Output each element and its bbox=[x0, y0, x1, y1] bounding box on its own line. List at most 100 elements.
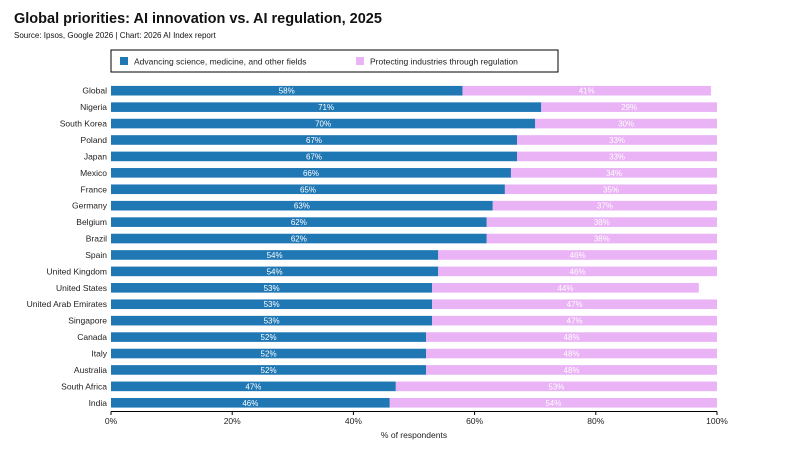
category-label: Italy bbox=[91, 349, 107, 359]
x-tick-label: 80% bbox=[587, 416, 604, 426]
data-label-protecting: 47% bbox=[567, 300, 583, 309]
category-label: France bbox=[81, 184, 108, 194]
data-label-advancing: 53% bbox=[264, 317, 280, 326]
data-label-protecting: 30% bbox=[618, 120, 634, 129]
chart-source: Source: Ipsos, Google 2026 | Chart: 2026… bbox=[14, 31, 216, 40]
data-label-advancing: 62% bbox=[291, 218, 307, 227]
data-label-protecting: 38% bbox=[594, 218, 610, 227]
data-label-protecting: 46% bbox=[570, 267, 586, 276]
bar-protecting bbox=[438, 266, 717, 277]
category-label: South Korea bbox=[60, 119, 108, 129]
bar-advancing bbox=[111, 381, 396, 392]
bar-protecting bbox=[486, 217, 717, 227]
bar-advancing bbox=[111, 283, 433, 293]
category-label: Australia bbox=[74, 365, 107, 375]
bar-advancing bbox=[111, 332, 427, 342]
data-label-advancing: 58% bbox=[279, 87, 295, 96]
category-label: India bbox=[89, 398, 108, 408]
legend-swatch-2 bbox=[356, 57, 364, 65]
data-label-advancing: 62% bbox=[291, 235, 307, 244]
bar-advancing bbox=[111, 348, 427, 359]
bar-protecting bbox=[517, 135, 717, 145]
data-label-advancing: 67% bbox=[306, 136, 322, 145]
data-label-protecting: 48% bbox=[564, 366, 580, 375]
bar-advancing bbox=[111, 184, 505, 195]
category-label: South Africa bbox=[61, 381, 107, 391]
data-label-protecting: 41% bbox=[579, 87, 595, 96]
x-tick-label: 40% bbox=[345, 416, 362, 426]
bar-advancing bbox=[111, 135, 518, 145]
bar-protecting bbox=[535, 118, 717, 129]
data-label-advancing: 47% bbox=[245, 382, 261, 391]
bar-advancing bbox=[111, 315, 433, 326]
bar-protecting bbox=[432, 283, 699, 293]
bar-protecting bbox=[395, 381, 717, 392]
bar-advancing bbox=[111, 217, 487, 227]
category-label: Canada bbox=[77, 332, 107, 342]
data-label-advancing: 65% bbox=[300, 185, 316, 194]
category-label: Belgium bbox=[76, 217, 107, 227]
legend-label-2: Protecting industries through regulation bbox=[370, 57, 518, 67]
data-label-advancing: 66% bbox=[303, 169, 319, 178]
bar-protecting bbox=[426, 332, 717, 342]
category-label: Japan bbox=[84, 151, 107, 161]
bar-advancing bbox=[111, 200, 493, 211]
bar-advancing bbox=[111, 168, 511, 178]
category-label: United States bbox=[56, 283, 107, 293]
data-label-advancing: 54% bbox=[267, 267, 283, 276]
category-label: Poland bbox=[81, 135, 108, 145]
x-tick-label: 60% bbox=[466, 416, 483, 426]
bar-protecting bbox=[492, 200, 717, 211]
bar-advancing bbox=[111, 266, 439, 277]
data-label-protecting: 44% bbox=[557, 284, 573, 293]
category-label: Brazil bbox=[86, 234, 107, 244]
bar-protecting bbox=[517, 151, 717, 162]
data-label-protecting: 53% bbox=[548, 382, 564, 391]
data-label-protecting: 47% bbox=[567, 317, 583, 326]
bar-protecting bbox=[541, 102, 717, 112]
data-label-protecting: 35% bbox=[603, 185, 619, 194]
data-label-advancing: 52% bbox=[261, 350, 277, 359]
bar-protecting bbox=[438, 250, 717, 260]
bar-protecting bbox=[504, 184, 717, 195]
category-label: Germany bbox=[72, 201, 108, 211]
bar-protecting bbox=[426, 365, 717, 375]
bar-protecting bbox=[389, 397, 717, 408]
data-label-advancing: 46% bbox=[242, 399, 258, 408]
bar-protecting bbox=[432, 315, 717, 326]
bar-advancing bbox=[111, 397, 390, 408]
bar-advancing bbox=[111, 85, 463, 96]
data-label-protecting: 33% bbox=[609, 152, 625, 161]
data-label-advancing: 67% bbox=[306, 152, 322, 161]
data-label-protecting: 34% bbox=[606, 169, 622, 178]
bar-protecting bbox=[432, 299, 717, 310]
bar-advancing bbox=[111, 299, 433, 310]
category-label: Spain bbox=[85, 250, 107, 260]
legend-box bbox=[110, 49, 559, 73]
category-label: United Arab Emirates bbox=[27, 299, 107, 309]
data-label-advancing: 54% bbox=[267, 251, 283, 260]
category-label: Singapore bbox=[68, 316, 107, 326]
data-label-protecting: 33% bbox=[609, 136, 625, 145]
data-label-advancing: 71% bbox=[318, 103, 334, 112]
bar-advancing bbox=[111, 151, 518, 162]
x-tick-label: 100% bbox=[706, 416, 728, 426]
legend-swatch-1 bbox=[120, 57, 128, 65]
data-label-protecting: 54% bbox=[545, 399, 561, 408]
x-axis-title: % of respondents bbox=[381, 430, 447, 440]
category-label: Nigeria bbox=[80, 102, 107, 112]
data-label-advancing: 52% bbox=[261, 333, 277, 342]
legend-label-1: Advancing science, medicine, and other f… bbox=[134, 57, 306, 67]
data-label-protecting: 48% bbox=[564, 333, 580, 342]
data-label-protecting: 29% bbox=[621, 103, 637, 112]
bar-protecting bbox=[510, 168, 717, 178]
bar-advancing bbox=[111, 365, 427, 375]
category-label: Global bbox=[82, 86, 107, 96]
x-tick-label: 20% bbox=[224, 416, 241, 426]
data-label-advancing: 70% bbox=[315, 120, 331, 129]
data-label-advancing: 53% bbox=[264, 300, 280, 309]
data-label-advancing: 63% bbox=[294, 202, 310, 211]
bar-protecting bbox=[462, 85, 711, 96]
bar-advancing bbox=[111, 233, 487, 244]
bar-protecting bbox=[486, 233, 717, 244]
